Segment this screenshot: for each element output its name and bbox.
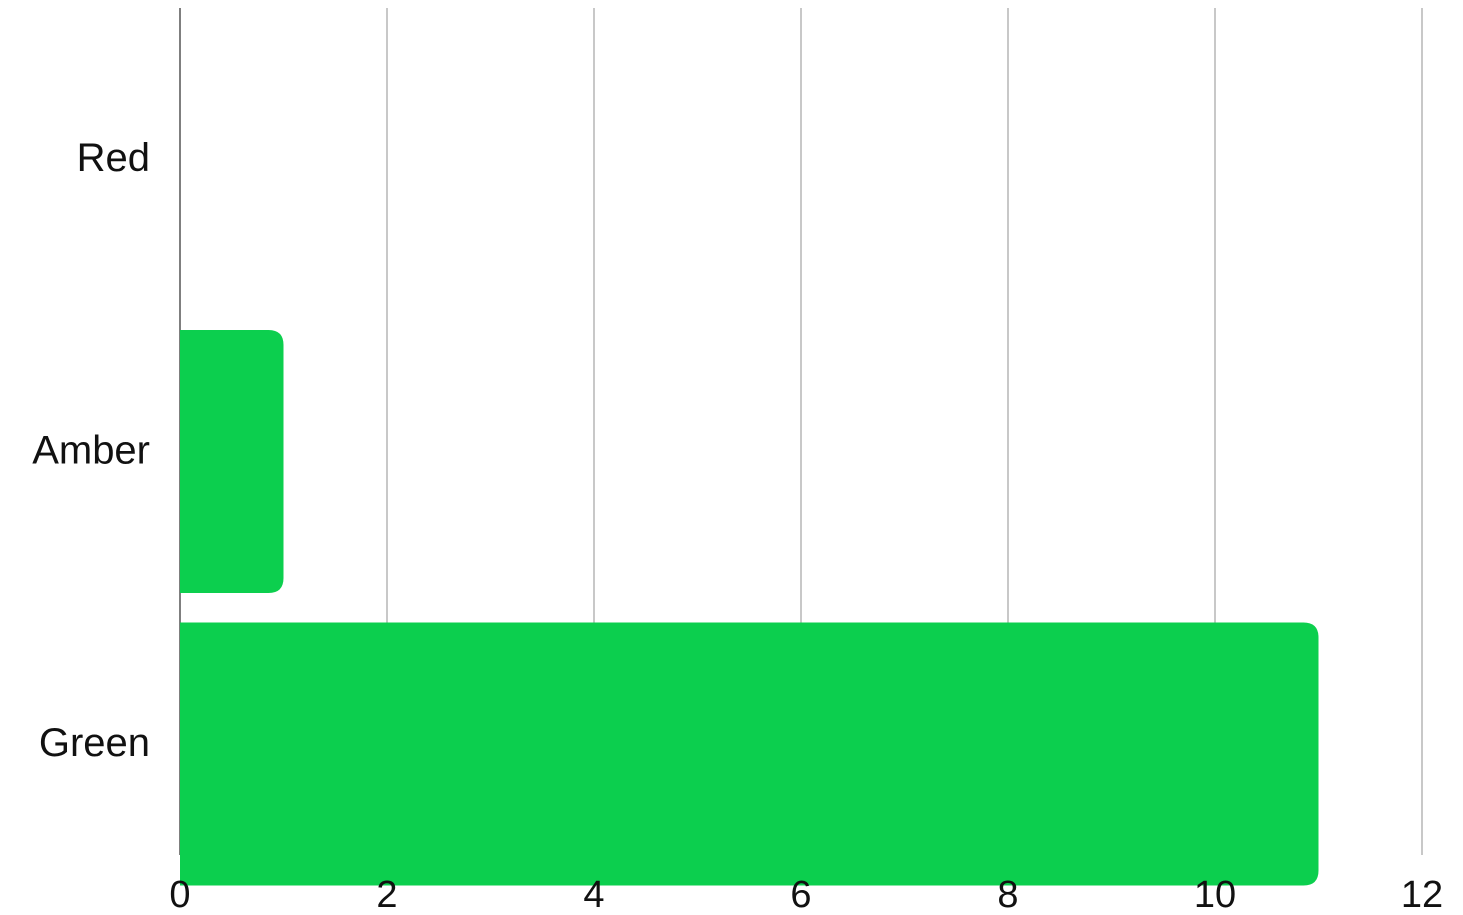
x-tick-label: 2	[376, 874, 397, 915]
x-tick-label: 0	[169, 874, 190, 915]
bar-amber	[180, 330, 284, 593]
bars	[180, 330, 1319, 886]
x-tick-label: 12	[1401, 874, 1443, 915]
x-tick-label: 10	[1194, 874, 1236, 915]
bar-green	[180, 622, 1319, 886]
category-labels: Red Amber Green	[32, 136, 150, 765]
category-label-red: Red	[77, 136, 150, 180]
x-tick-label: 6	[790, 874, 811, 915]
x-tick-label: 4	[583, 874, 604, 915]
category-label-amber: Amber	[32, 428, 150, 472]
category-label-green: Green	[39, 721, 150, 765]
x-tick-label: 8	[997, 874, 1018, 915]
x-tick-labels: 0 2 4 6 8 10 12	[169, 874, 1443, 915]
